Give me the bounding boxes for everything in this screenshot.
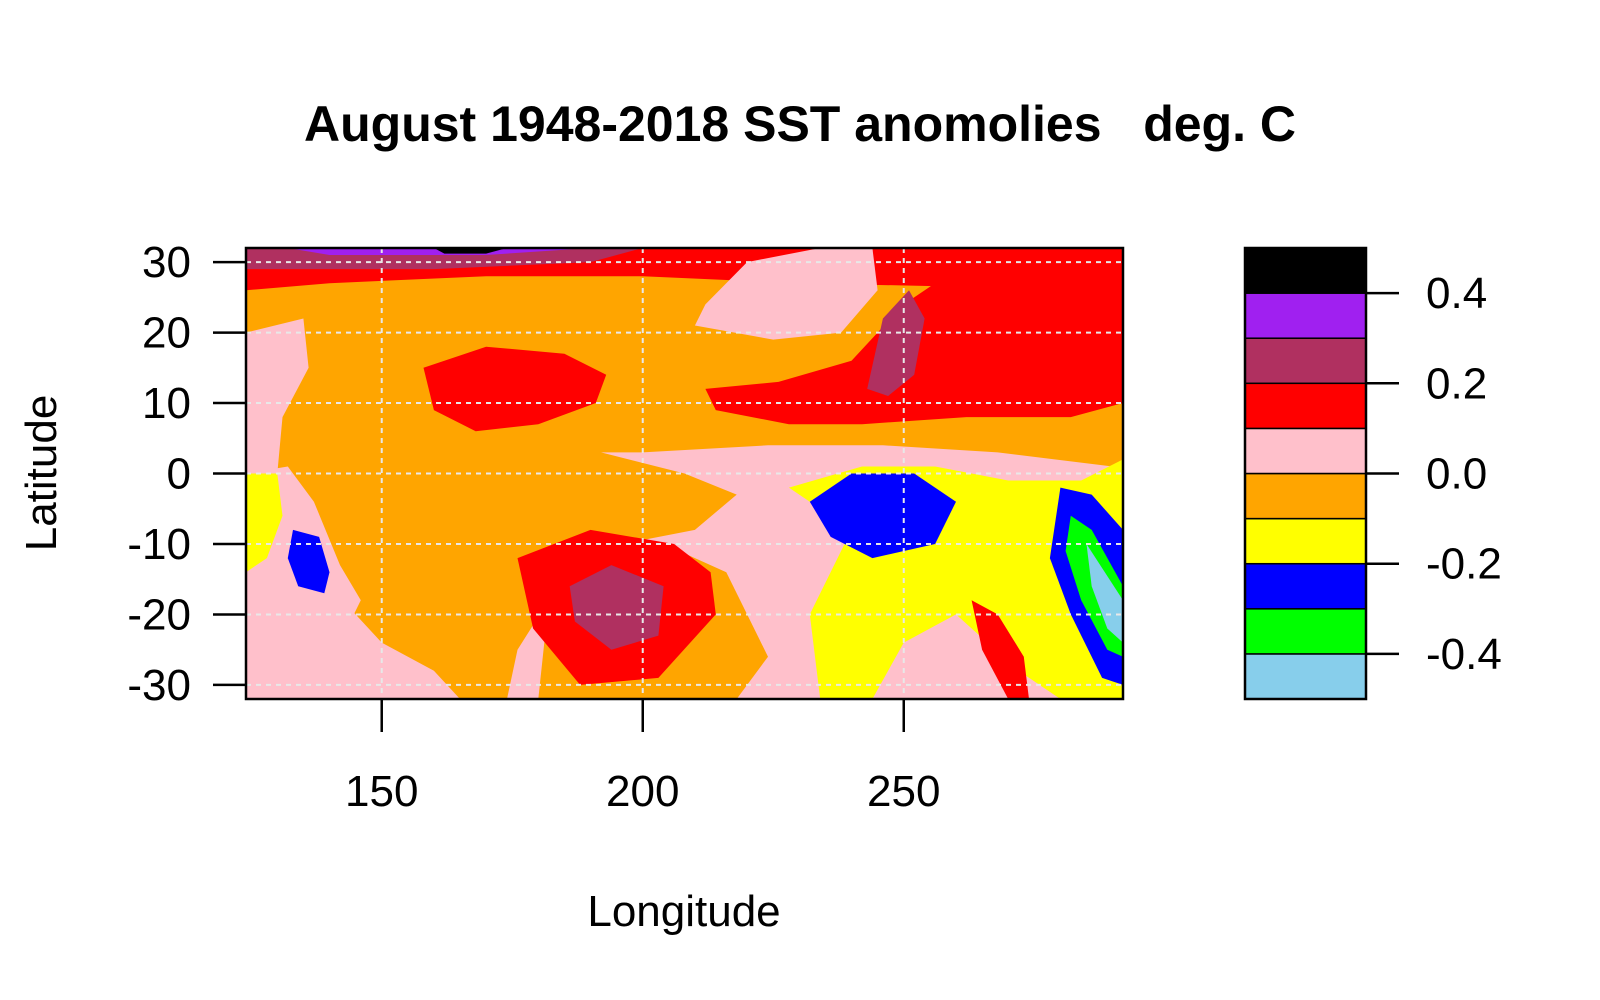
anomaly-region-13 [569,565,664,650]
x-tick-label: 150 [345,767,418,816]
colorbar-tick-label: 0.0 [1426,450,1487,499]
colorbar-swatch [1244,427,1367,475]
y-tick-label: -10 [127,520,191,569]
x-tick-label: 200 [606,767,679,816]
x-tick-label: 250 [867,767,940,816]
colorbar-swatch [1244,382,1367,430]
colorbar-swatch [1244,608,1367,655]
anomaly-region-7 [694,248,878,340]
anomaly-region-9 [867,290,925,396]
chart-title: August 1948-2018 SST anomolies deg. C [304,96,1296,152]
colorbar-swatch [1244,337,1367,385]
colorbar-swatch [1244,472,1367,520]
contour-fill-layer [246,248,1123,699]
y-tick-label: 10 [142,379,191,428]
anomaly-region-20 [246,473,283,573]
y-tick-label: -20 [127,590,191,639]
colorbar-swatch [1244,247,1367,294]
y-tick-label: -30 [127,661,191,710]
y-tick-label: 0 [167,450,191,499]
anomaly-region-6 [423,346,607,432]
y-axis-label: Latitude [17,395,66,552]
colorbar-legend: 0.4 0.2 0.0 -0.2 -0.4 [1243,246,1502,701]
colorbar-tick-label: -0.4 [1426,630,1502,679]
y-tick-label: 30 [142,238,191,287]
colorbar-swatch [1244,517,1367,565]
anomaly-region-15 [809,473,956,559]
colorbar-tick-label: 0.2 [1426,359,1487,408]
anomaly-region-3 [287,248,591,255]
x-axis-label: Longitude [587,887,780,936]
y-axis: 30 20 10 0 -10 -20 -30 [127,238,246,710]
colorbar-tick-label: -0.2 [1426,540,1502,589]
map-panel: 150 200 250 30 20 10 0 -10 -20 -30 [127,238,1125,816]
y-tick-label: 20 [142,309,191,358]
anomaly-region-21 [287,529,330,594]
colorbar-swatch [1244,292,1367,339]
anomaly-region-4 [433,248,507,254]
gridlines [246,248,1123,699]
colorbar-swatch [1244,562,1367,610]
anomaly-region-22 [971,600,1029,699]
x-axis: 150 200 250 [345,699,940,816]
colorbar-tick-label: 0.4 [1426,269,1487,318]
colorbar-swatch [1244,653,1367,700]
anomaly-region-18 [1086,544,1123,643]
